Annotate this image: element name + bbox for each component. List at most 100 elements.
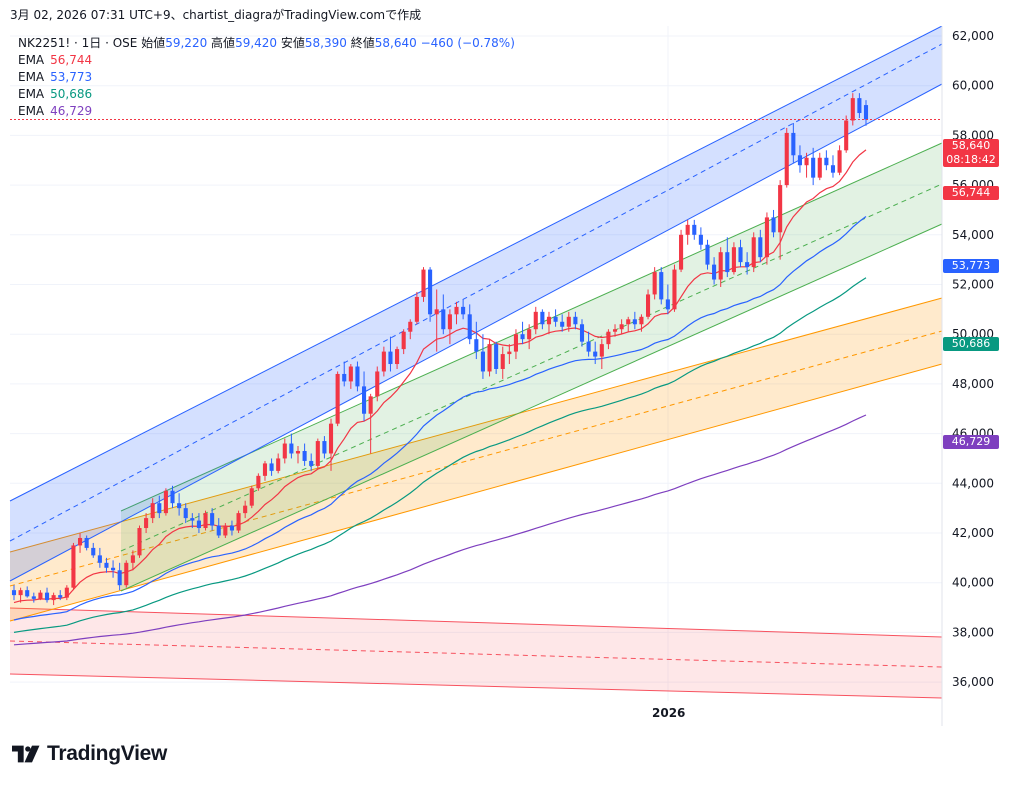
legend-ema-3[interactable]: EMA 50,686 xyxy=(18,87,93,101)
candle xyxy=(593,341,598,365)
candle xyxy=(44,587,50,603)
candle xyxy=(18,587,23,603)
candle xyxy=(745,252,750,275)
candle-body xyxy=(745,262,750,268)
candle-body xyxy=(712,264,717,280)
candle xyxy=(811,147,816,186)
candle xyxy=(137,525,142,558)
candle-body xyxy=(817,157,822,178)
candle xyxy=(322,436,327,459)
candle xyxy=(850,93,855,126)
candle-body xyxy=(698,234,703,245)
candle xyxy=(527,324,532,350)
y-tick-label: 62,000 xyxy=(952,29,994,43)
tradingview-logo[interactable]: TradingView xyxy=(12,742,167,766)
legend-ema-2[interactable]: EMA 53,773 xyxy=(18,70,93,84)
candle xyxy=(461,299,466,320)
candle-body xyxy=(619,324,624,330)
candle xyxy=(863,100,869,126)
last-price-tag: 58,640 08:18:42 xyxy=(943,139,999,167)
chart-area[interactable]: 36,000 38,000 40,000 42,000 44,000 46,000 48,0… xyxy=(0,26,1024,730)
candle-body xyxy=(507,351,512,355)
candle xyxy=(401,329,406,355)
candle xyxy=(454,301,459,325)
channel-blue-fill xyxy=(10,26,942,581)
candle-body xyxy=(243,505,248,514)
candle xyxy=(249,485,254,509)
candle-body xyxy=(395,349,400,365)
candle-body xyxy=(500,354,505,369)
candle xyxy=(553,309,558,327)
candle xyxy=(830,155,836,178)
candle-body xyxy=(104,562,109,568)
candle-body xyxy=(84,537,89,548)
candle xyxy=(639,314,644,332)
candle-body xyxy=(58,595,63,598)
candle-body xyxy=(210,513,215,526)
candle xyxy=(130,550,135,571)
legend-ohlc-row: NK2251! · 1日 · OSE 始値59,220 高値59,420 安値5… xyxy=(18,35,515,52)
close-value: 58,640 xyxy=(374,36,417,50)
candle xyxy=(824,150,829,171)
candle-body xyxy=(144,518,149,529)
candle-body xyxy=(857,98,862,114)
candle xyxy=(560,314,565,332)
legend-ema-1[interactable]: EMA 56,744 xyxy=(18,53,93,67)
candle xyxy=(731,242,736,275)
candle xyxy=(163,488,168,516)
candle xyxy=(262,460,268,481)
candle xyxy=(494,341,499,374)
ema-2-tag: 53,773 xyxy=(943,259,999,273)
candle xyxy=(408,319,413,340)
candle-body xyxy=(639,316,644,325)
candle-body xyxy=(461,306,466,315)
candle xyxy=(243,500,248,519)
candle xyxy=(269,458,274,476)
candle-body xyxy=(130,555,135,563)
candle xyxy=(725,237,730,278)
close-label: 終値 xyxy=(350,36,375,50)
candle-body xyxy=(593,351,598,357)
legend-ema-4[interactable]: EMA 46,729 xyxy=(18,104,93,118)
candle-body xyxy=(520,334,525,340)
legend: NK2251! · 1日 · OSE 始値59,220 高値59,420 安値5… xyxy=(18,35,515,120)
candle-body xyxy=(434,309,439,315)
candle-body xyxy=(203,513,208,529)
candle xyxy=(223,523,228,538)
candle xyxy=(348,364,353,389)
candle xyxy=(11,585,17,601)
candle xyxy=(817,152,822,181)
symbol-label[interactable]: NK2251! · 1日 · OSE xyxy=(18,36,138,50)
price-chart[interactable]: 36,00038,00040,00042,00044,00046,00048,0… xyxy=(0,26,1024,730)
last-price-value: 58,640 xyxy=(951,139,991,152)
candle-body xyxy=(850,98,855,121)
candle-body xyxy=(408,321,413,332)
ema-3-line xyxy=(13,277,867,633)
candle-body xyxy=(25,590,30,597)
candle-body xyxy=(599,344,604,357)
candle-body xyxy=(705,244,710,265)
candle-body xyxy=(718,252,723,280)
candle-body xyxy=(454,306,459,315)
channel-red-mid xyxy=(9,640,943,668)
candle-body xyxy=(579,324,585,342)
channel-blue-upper xyxy=(9,26,943,502)
candle-body xyxy=(659,272,664,300)
candle xyxy=(196,513,201,533)
candle xyxy=(97,547,102,568)
candle-body xyxy=(533,311,538,330)
candle xyxy=(679,229,684,273)
candle-body xyxy=(348,366,353,382)
candle xyxy=(784,127,789,188)
y-tick-label: 42,000 xyxy=(952,526,994,540)
y-tick-label: 38,000 xyxy=(952,625,994,639)
candle xyxy=(540,309,545,330)
candle-body xyxy=(163,490,168,514)
channel-green-mid xyxy=(120,183,943,552)
candle-body xyxy=(546,316,552,325)
candle-body xyxy=(797,155,803,166)
candle xyxy=(652,267,657,300)
candle-body xyxy=(665,299,670,310)
candle-body xyxy=(626,319,631,325)
tradingview-brand: TradingView xyxy=(47,742,168,765)
